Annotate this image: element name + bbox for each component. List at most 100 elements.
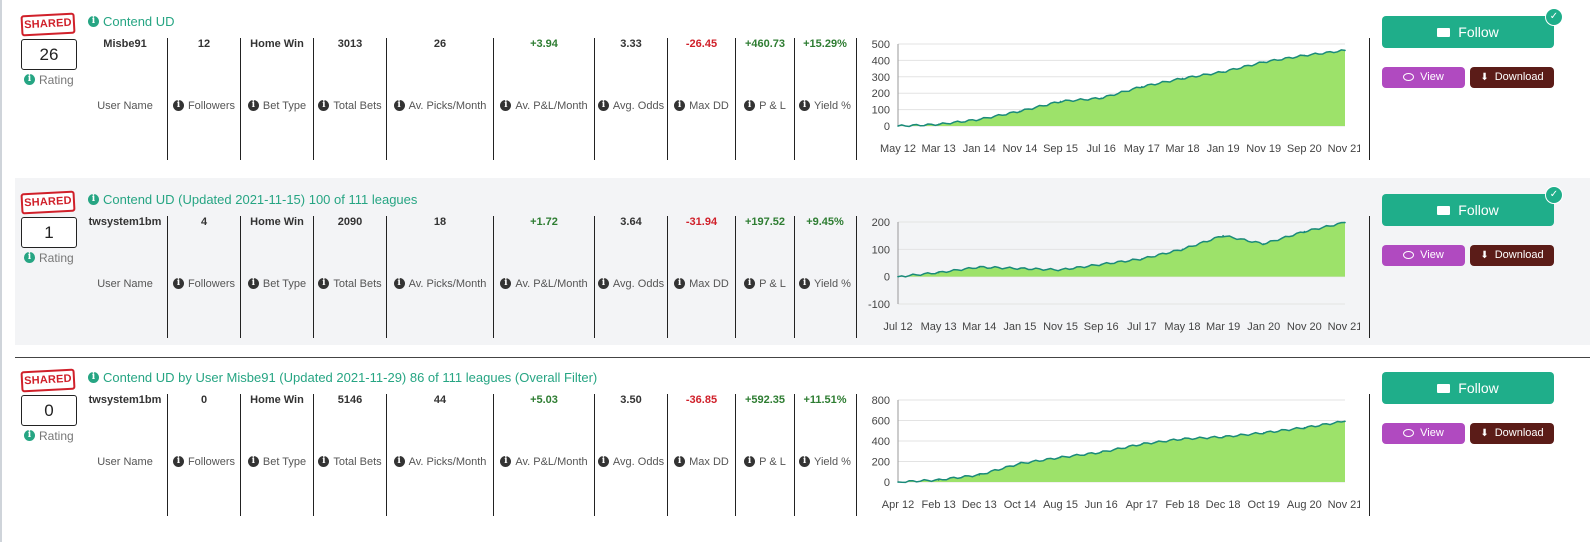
stat-label-text: Av. P&L/Month bbox=[515, 278, 588, 290]
info-icon: i bbox=[24, 430, 35, 442]
follow-button[interactable]: Follow bbox=[1382, 194, 1554, 226]
chart-x-tick-label: May 12 bbox=[880, 143, 916, 155]
stat-label-text: Max DD bbox=[689, 278, 729, 290]
stat-avg-picks-label: i Av. Picks/Month bbox=[387, 455, 493, 468]
chart-point bbox=[1303, 426, 1306, 429]
info-icon: i bbox=[393, 99, 405, 111]
download-button[interactable]: ⬇ Download bbox=[1470, 245, 1554, 266]
equity-chart: -100 0 100 200 Jul 12 May 13 Mar 14 Jan 15 Nov 1… bbox=[868, 217, 1360, 333]
chart-x-tick-label: Dec 18 bbox=[1206, 499, 1241, 511]
system-title[interactable]: i Contend UD by User Misbe91 (Updated 202… bbox=[88, 370, 597, 385]
chart-point bbox=[978, 266, 981, 268]
stat-avg-pl-label: i Av. P&L/Month bbox=[494, 99, 594, 112]
download-label: Download bbox=[1494, 71, 1544, 83]
chart-x-tick-label: Sep 20 bbox=[1287, 143, 1322, 155]
stat-col-pl: +592.35 i P & L bbox=[736, 394, 795, 516]
info-icon: i bbox=[172, 277, 184, 289]
stat-user-value[interactable]: Misbe91 bbox=[103, 38, 147, 50]
stat-label-text: Bet Type bbox=[262, 456, 307, 468]
chart-series-line bbox=[897, 420, 1346, 484]
stat-label-text: Total Bets bbox=[333, 100, 382, 112]
chart-point bbox=[1222, 436, 1224, 438]
view-button[interactable]: View bbox=[1382, 245, 1465, 266]
info-icon: i bbox=[500, 277, 512, 289]
stat-user-value[interactable]: twsystem1bm bbox=[88, 394, 162, 406]
chart-y-tick-label: 200 bbox=[872, 88, 890, 100]
rating-label-text: Rating bbox=[39, 251, 74, 265]
chart-point bbox=[1222, 234, 1224, 237]
download-button[interactable]: ⬇ Download bbox=[1470, 67, 1554, 88]
chart-point bbox=[1100, 263, 1102, 266]
stat-avg-odds-value: 3.33 bbox=[620, 38, 642, 50]
stat-label-text: Av. P&L/Month bbox=[515, 100, 588, 112]
system-title[interactable]: i Contend UD (Updated 2021-11-15) 100 of … bbox=[88, 192, 417, 207]
follow-label: Follow bbox=[1458, 24, 1499, 40]
eye-icon bbox=[1403, 429, 1415, 437]
info-icon: i bbox=[597, 277, 609, 289]
card-inner: SHARED i Contend UD (Updated 2021-11-15) 1… bbox=[15, 186, 1590, 350]
info-icon: i bbox=[318, 277, 330, 289]
stat-col-total_bets: 5146 i Total Bets bbox=[314, 394, 387, 516]
stat-col-yield: +15.29% i Yield % bbox=[795, 38, 855, 160]
stat-bet-type-label: i Bet Type bbox=[241, 99, 313, 112]
stat-col-bet_type: Home Win i Bet Type bbox=[241, 38, 314, 160]
chart-x-tick-label: May 18 bbox=[1164, 321, 1200, 333]
info-icon: i bbox=[172, 99, 184, 111]
follow-button[interactable]: Follow bbox=[1382, 372, 1554, 404]
follow-button[interactable]: Follow bbox=[1382, 16, 1554, 48]
stat-followers-label: i Followers bbox=[168, 99, 240, 112]
view-button[interactable]: View bbox=[1382, 423, 1465, 444]
chart-x-tick-label: May 13 bbox=[921, 321, 957, 333]
eye-icon bbox=[1403, 73, 1415, 81]
info-icon: i bbox=[500, 455, 512, 467]
chart-point bbox=[1181, 77, 1184, 80]
stat-col-avg_odds: 3.64 i Avg. Odds bbox=[595, 216, 668, 338]
info-icon: i bbox=[318, 455, 330, 467]
stat-user-value[interactable]: twsystem1bm bbox=[88, 216, 162, 228]
page-left-border bbox=[0, 0, 2, 542]
view-label: View bbox=[1420, 71, 1444, 83]
info-icon: i bbox=[744, 455, 756, 467]
rating-label-text: Rating bbox=[39, 73, 74, 87]
stat-label-text: Total Bets bbox=[333, 278, 382, 290]
chart-point bbox=[1262, 243, 1265, 245]
system-title-text: Contend UD bbox=[103, 14, 175, 29]
stat-bet-type-value: Home Win bbox=[250, 216, 304, 228]
chart-area bbox=[898, 222, 1345, 277]
stat-max-dd-value: -36.85 bbox=[685, 394, 718, 406]
stat-col-yield: +11.51% i Yield % bbox=[795, 394, 855, 516]
shared-stamp: SHARED bbox=[20, 190, 76, 215]
stat-col-avg_picks: 26 i Av. Picks/Month bbox=[387, 38, 494, 160]
rating-value: 26 bbox=[21, 39, 77, 70]
download-label: Download bbox=[1494, 427, 1544, 439]
rating-value: 0 bbox=[21, 395, 77, 426]
info-icon: i bbox=[88, 194, 99, 206]
stat-yield-value: +9.45% bbox=[806, 216, 844, 228]
stat-user-label: User Name bbox=[83, 100, 167, 112]
stat-avg-pl-value: +1.72 bbox=[530, 216, 558, 228]
chart-x-tick-label: May 17 bbox=[1124, 143, 1160, 155]
chart-x-tick-label: Apr 17 bbox=[1126, 499, 1158, 511]
chart-x-tick-label: Aug 20 bbox=[1287, 499, 1322, 511]
system-title[interactable]: i Contend UD bbox=[88, 14, 175, 29]
stat-total-bets-value: 3013 bbox=[337, 38, 363, 50]
chart-point bbox=[978, 118, 981, 121]
stat-label-text: Max DD bbox=[689, 456, 729, 468]
view-button[interactable]: View bbox=[1382, 67, 1465, 88]
stat-total-bets-value: 2090 bbox=[337, 216, 363, 228]
chart-point bbox=[1059, 456, 1062, 459]
stat-label-text: Yield % bbox=[814, 100, 851, 112]
info-icon: i bbox=[247, 455, 259, 467]
stat-pl-value: +460.73 bbox=[744, 38, 786, 50]
rating-label: i Rating bbox=[24, 429, 74, 443]
stat-col-total_bets: 2090 i Total Bets bbox=[314, 216, 387, 338]
stat-bet-type-label: i Bet Type bbox=[241, 277, 313, 290]
download-button[interactable]: ⬇ Download bbox=[1470, 423, 1554, 444]
chart-x-tick-label: Nov 21 bbox=[1328, 321, 1360, 333]
chart-point bbox=[1019, 267, 1021, 270]
chart-point bbox=[1344, 420, 1346, 423]
chart-point bbox=[1019, 462, 1021, 465]
stat-avg-odds-label: i Avg. Odds bbox=[595, 277, 667, 290]
download-icon: ⬇ bbox=[1480, 72, 1489, 83]
